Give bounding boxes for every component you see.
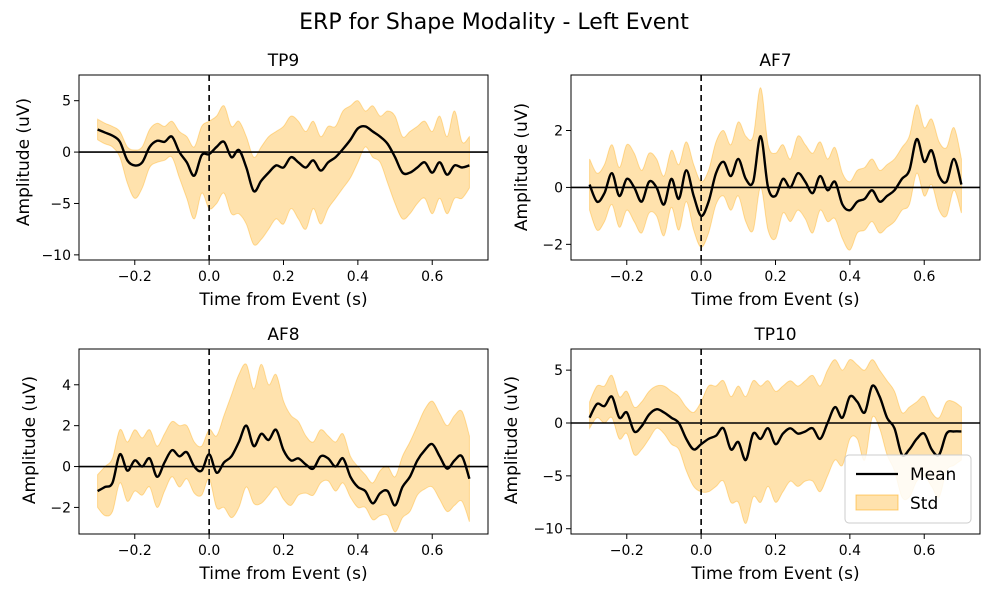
mean-line bbox=[97, 124, 470, 193]
x-tick-label: 0.2 bbox=[272, 543, 294, 559]
y-tick-label: 2 bbox=[554, 124, 563, 140]
std-band bbox=[97, 100, 470, 246]
y-tick-label: −5 bbox=[542, 469, 563, 485]
x-tick-label: 0.2 bbox=[272, 269, 294, 285]
y-tick-label: 0 bbox=[554, 416, 563, 432]
x-tick-label: 0.4 bbox=[839, 269, 861, 285]
legend-mean-label: Mean bbox=[910, 465, 956, 485]
y-tick-label: −10 bbox=[533, 522, 563, 538]
legend-std-swatch bbox=[855, 494, 899, 511]
x-tick-label: 0.6 bbox=[421, 269, 443, 285]
panel-title: TP9 bbox=[267, 51, 299, 71]
legend: Mean Std bbox=[844, 454, 972, 524]
x-tick-label: 0.4 bbox=[347, 543, 369, 559]
figure-title: ERP for Shape Modality - Left Event bbox=[299, 10, 689, 35]
plot-area bbox=[79, 75, 488, 260]
x-tick-label: −0.2 bbox=[118, 543, 152, 559]
panel-title: AF7 bbox=[759, 51, 791, 71]
y-tick-label: 0 bbox=[554, 180, 563, 196]
panel-title: TP10 bbox=[753, 325, 796, 345]
x-axis-label: Time from Event (s) bbox=[690, 564, 859, 584]
x-tick-label: 0.4 bbox=[839, 543, 861, 559]
panel-af7: AF7 Time from Event (s) Amplitude (uV) −… bbox=[512, 51, 981, 310]
mean-line bbox=[97, 424, 471, 507]
plot-area bbox=[79, 349, 488, 534]
x-tick-label: 0.2 bbox=[764, 543, 786, 559]
y-tick-label: −2 bbox=[50, 500, 71, 516]
y-tick-label: 0 bbox=[62, 145, 71, 161]
x-tick-label: −0.2 bbox=[118, 269, 152, 285]
mean-line bbox=[588, 384, 962, 462]
x-tick-label: 0.0 bbox=[690, 543, 712, 559]
x-axis-label: Time from Event (s) bbox=[198, 564, 367, 584]
x-tick-label: 0.0 bbox=[690, 269, 712, 285]
x-axis-label: Time from Event (s) bbox=[198, 290, 367, 310]
y-tick-label: 0 bbox=[62, 460, 71, 476]
y-axis-label: Amplitude (uV) bbox=[14, 98, 34, 226]
x-tick-label: −0.2 bbox=[610, 543, 644, 559]
panel-title: AF8 bbox=[267, 325, 299, 345]
y-tick-label: −10 bbox=[41, 248, 71, 264]
y-tick-label: −5 bbox=[50, 196, 71, 212]
y-axis-label: Amplitude (uV) bbox=[512, 103, 532, 231]
y-axis-label: Amplitude (uV) bbox=[502, 376, 522, 504]
x-tick-label: 0.6 bbox=[913, 543, 935, 559]
y-tick-label: 2 bbox=[62, 419, 71, 435]
y-tick-label: 5 bbox=[554, 363, 563, 379]
std-band bbox=[589, 87, 962, 251]
panel-af8: AF8 Time from Event (s) Amplitude (uV) −… bbox=[20, 325, 489, 584]
x-tick-label: 0.2 bbox=[764, 269, 786, 285]
x-tick-label: −0.2 bbox=[610, 269, 644, 285]
y-tick-label: 4 bbox=[62, 378, 71, 394]
y-axis-label: Amplitude (uV) bbox=[20, 376, 40, 504]
mean-line bbox=[588, 134, 963, 218]
x-axis-label: Time from Event (s) bbox=[690, 290, 859, 310]
legend-box bbox=[844, 454, 972, 524]
x-tick-label: 0.6 bbox=[913, 269, 935, 285]
x-tick-label: 0.4 bbox=[347, 269, 369, 285]
y-tick-label: 5 bbox=[62, 94, 71, 110]
legend-std-label: Std bbox=[910, 494, 938, 514]
x-tick-label: 0.0 bbox=[198, 543, 220, 559]
x-tick-label: 0.0 bbox=[198, 269, 220, 285]
x-tick-label: 0.6 bbox=[421, 543, 443, 559]
y-tick-label: −2 bbox=[542, 237, 563, 253]
plot-area bbox=[571, 75, 980, 260]
panel-tp9: TP9 Time from Event (s) Amplitude (uV) −… bbox=[14, 51, 489, 310]
